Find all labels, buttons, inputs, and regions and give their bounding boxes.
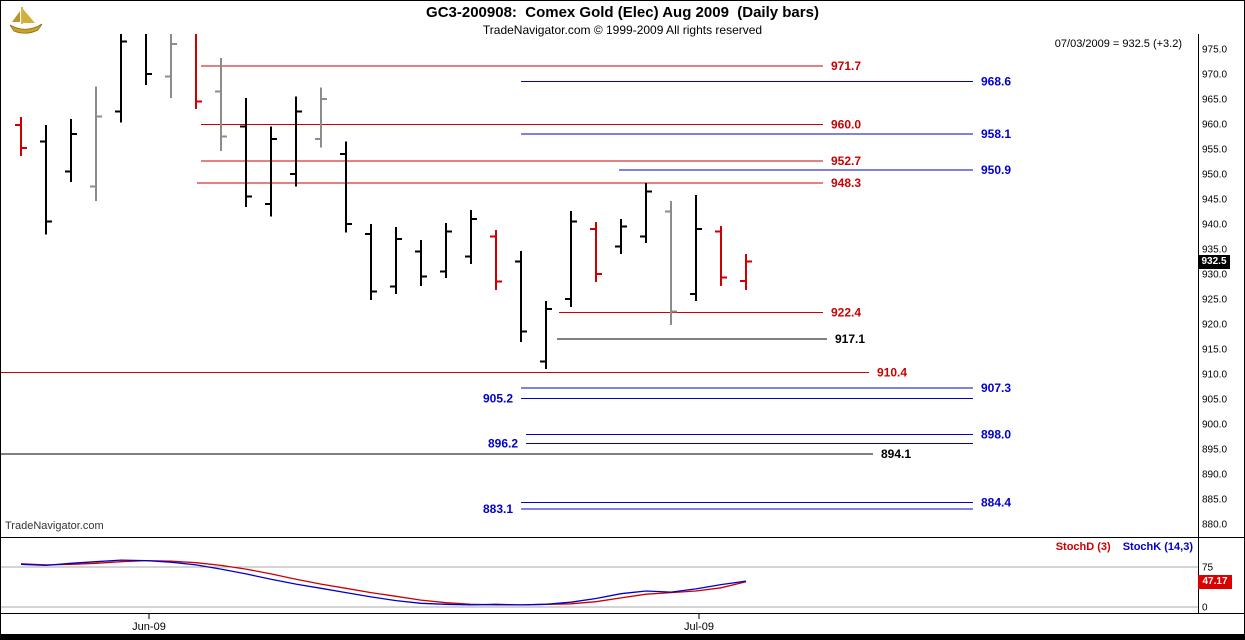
x-axis-ticks xyxy=(148,614,700,619)
price-tick-label: 940.0 xyxy=(1202,220,1227,231)
price-tick-label: 915.0 xyxy=(1202,345,1227,356)
price-tick-label: 910.0 xyxy=(1202,370,1227,381)
ohlc-bars xyxy=(15,14,752,369)
last-price-tag: 932.5 xyxy=(1198,255,1230,269)
chart-title: GC3-200908: Comex Gold (Elec) Aug 2009 (… xyxy=(426,4,819,21)
ohlc-bar-27[interactable] xyxy=(665,201,677,325)
ohlc-bar-25[interactable] xyxy=(615,219,627,254)
ohlc-bar-26[interactable] xyxy=(640,183,652,243)
ohlc-bar-5[interactable] xyxy=(115,22,127,123)
price-tick-label: 920.0 xyxy=(1202,320,1227,331)
level-label-950.9: 950.9 xyxy=(981,163,1011,177)
watermark: TradeNavigator.com xyxy=(5,520,104,532)
stoch-value-tag: 47.17 xyxy=(1198,575,1232,589)
price-tick-label: 890.0 xyxy=(1202,470,1227,481)
ohlc-bar-19[interactable] xyxy=(465,210,477,264)
price-tick-label: 955.0 xyxy=(1202,145,1227,156)
level-label-917.1: 917.1 xyxy=(835,332,865,346)
stoch-tick-label: 75 xyxy=(1202,563,1214,574)
stochk-line[interactable] xyxy=(20,559,747,606)
level-label-968.6: 968.6 xyxy=(981,75,1011,89)
ohlc-bar-21[interactable] xyxy=(515,251,527,342)
ohlc-bar-15[interactable] xyxy=(365,224,377,300)
stoch-tick-label: 0 xyxy=(1202,603,1208,614)
level-label-905.2: 905.2 xyxy=(483,392,513,406)
bottom-border xyxy=(1,634,1244,639)
price-tick-label: 960.0 xyxy=(1202,120,1227,131)
stochk-legend-label[interactable]: StochK (14,3) xyxy=(1122,541,1193,553)
price-tick-label: 925.0 xyxy=(1202,295,1227,306)
level-label-894.1: 894.1 xyxy=(881,447,911,461)
level-label-948.3: 948.3 xyxy=(831,176,861,190)
ohlc-bar-7[interactable] xyxy=(165,24,177,98)
price-tick-label: 950.0 xyxy=(1202,170,1227,181)
price-tick-label: 905.0 xyxy=(1202,395,1227,406)
level-label-907.3: 907.3 xyxy=(981,381,1011,395)
ohlc-bar-6[interactable] xyxy=(140,14,152,85)
price-tick-label: 965.0 xyxy=(1202,95,1227,106)
ohlc-bar-8[interactable] xyxy=(190,17,202,110)
ohlc-bar-9[interactable] xyxy=(215,58,227,151)
ohlc-bar-13[interactable] xyxy=(315,87,327,148)
level-label-898.0: 898.0 xyxy=(981,428,1011,442)
ohlc-bar-4[interactable] xyxy=(90,86,102,202)
level-label-952.7: 952.7 xyxy=(831,154,861,168)
stochd-legend-label[interactable]: StochD (3) xyxy=(1055,541,1111,553)
ohlc-bar-2[interactable] xyxy=(40,125,52,235)
ohlc-bar-14[interactable] xyxy=(340,141,352,233)
ohlc-bar-20[interactable] xyxy=(490,230,502,290)
price-tick-label: 935.0 xyxy=(1202,245,1227,256)
price-tick-label: 945.0 xyxy=(1202,195,1227,206)
last-quote-readout: 07/03/2009 = 932.5 (+3.2) xyxy=(1054,38,1182,50)
price-levels: 971.7 968.6 960.0 958.1 952.7 950.9 948.3 922.4… xyxy=(1,59,1011,516)
level-label-910.4: 910.4 xyxy=(877,366,907,380)
price-tick-label: 895.0 xyxy=(1202,445,1227,456)
ohlc-bar-29[interactable] xyxy=(715,226,727,286)
ohlc-bar-10[interactable] xyxy=(240,98,252,207)
price-tick-label: 975.0 xyxy=(1202,45,1227,56)
price-tick-label: 885.0 xyxy=(1202,495,1227,506)
ohlc-bar-11[interactable] xyxy=(265,126,277,217)
ohlc-bar-30[interactable] xyxy=(740,254,752,290)
ohlc-bar-18[interactable] xyxy=(440,223,452,278)
level-label-960.0: 960.0 xyxy=(831,118,861,132)
ohlc-bar-3[interactable] xyxy=(65,119,77,182)
level-label-958.1: 958.1 xyxy=(981,127,1011,141)
price-tick-label: 900.0 xyxy=(1202,420,1227,431)
price-tick-label: 880.0 xyxy=(1202,520,1227,531)
ohlc-bar-17[interactable] xyxy=(415,240,427,286)
ohlc-bar-23[interactable] xyxy=(565,211,577,307)
level-label-896.2: 896.2 xyxy=(488,437,518,451)
stoch-panel: 75 0 xyxy=(1,559,1214,614)
ohlc-bar-12[interactable] xyxy=(290,96,302,187)
price-tick-label: 930.0 xyxy=(1202,270,1227,281)
level-label-883.1: 883.1 xyxy=(483,502,513,516)
copyright-line: TradeNavigator.com © 1999-2009 All right… xyxy=(482,23,763,37)
price-tick-label: 970.0 xyxy=(1202,70,1227,81)
tradenavigator-logo-icon[interactable] xyxy=(7,4,45,39)
ohlc-bar-24[interactable] xyxy=(590,222,602,282)
stoch-legend: StochD (3) StochK (14,3) xyxy=(1056,541,1193,553)
level-label-971.7: 971.7 xyxy=(831,59,861,73)
price-axis: 975.0 970.0 965.0 960.0 955.0 950.0 945.0 940.0… xyxy=(1202,45,1227,531)
ohlc-bar-28[interactable] xyxy=(690,195,702,301)
ohlc-bar-22[interactable] xyxy=(540,301,552,369)
level-label-884.4: 884.4 xyxy=(981,496,1011,510)
ohlc-bar-1[interactable] xyxy=(15,117,27,156)
ohlc-bar-16[interactable] xyxy=(390,227,402,294)
level-label-922.4: 922.4 xyxy=(831,306,861,320)
